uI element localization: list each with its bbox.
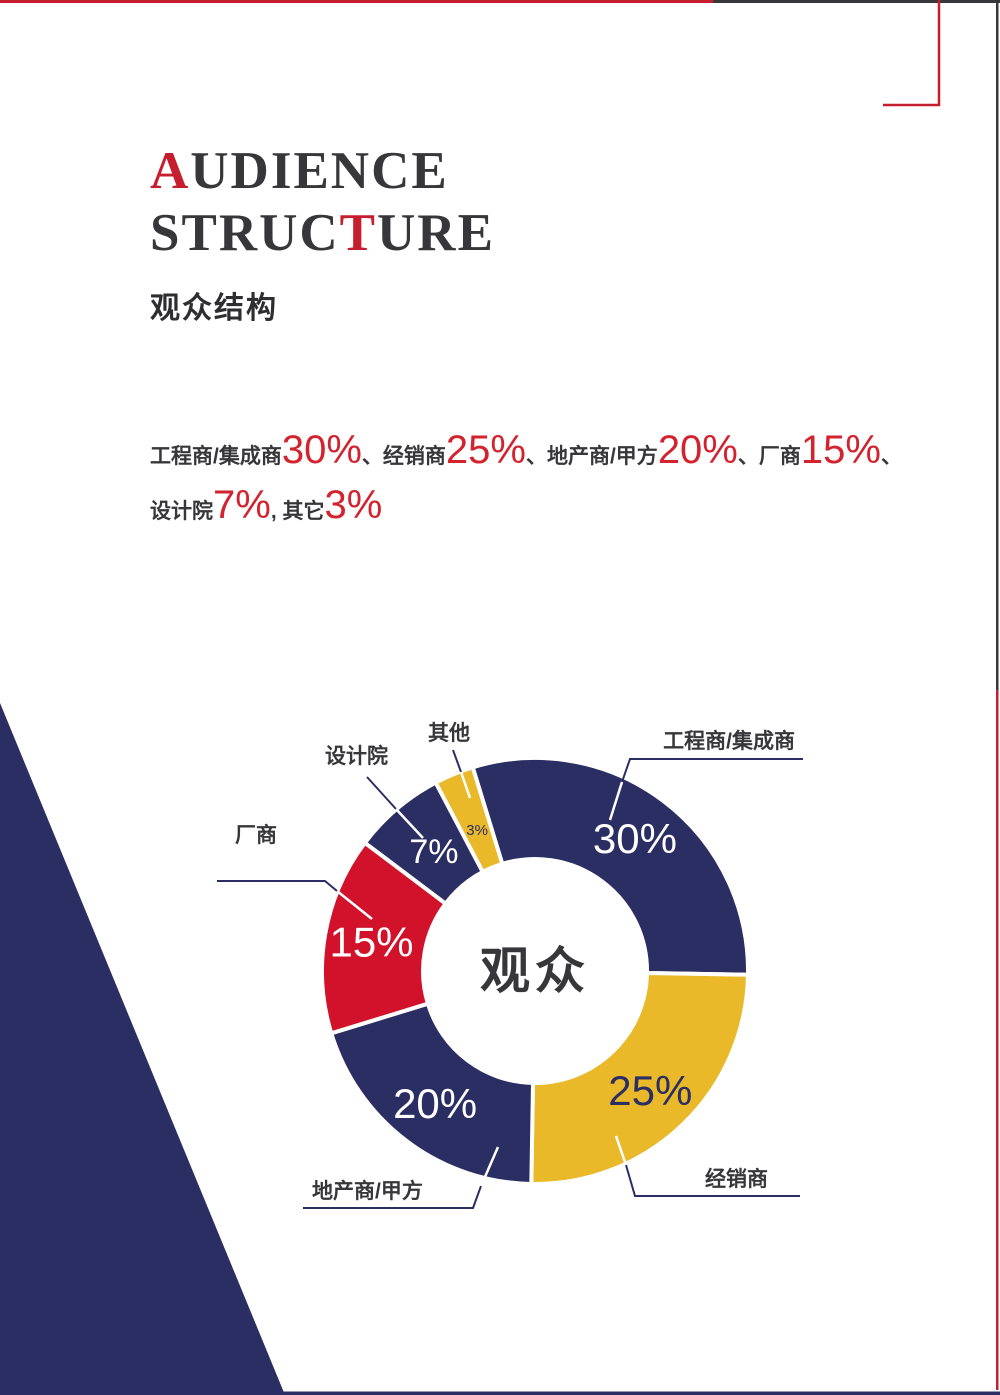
summary-segment: 、地产商/甲方: [525, 445, 658, 468]
title-segment: A: [150, 142, 191, 200]
summary-percent: 3%: [324, 483, 383, 527]
title-segment: T: [339, 204, 378, 262]
title-segment: URE: [377, 204, 495, 262]
summary-paragraph: 工程商/集成商30%、经销商25%、地产商/甲方20%、厂商15%、 设计院7%,…: [150, 426, 902, 536]
summary-percent: 30%: [281, 428, 362, 472]
summary-line: 设计院7%, 其它3%: [150, 481, 870, 536]
summary-segment: 工程商/集成商: [150, 445, 282, 468]
summary-segment: , 其它: [270, 500, 325, 523]
summary-percent: 7%: [213, 483, 271, 527]
title-segment: STRUC: [150, 204, 340, 262]
page-title: AUDIENCE STRUCTURE: [150, 140, 495, 264]
title-segment: UDIENCE: [190, 142, 449, 200]
summary-segment: 、厂商: [737, 445, 801, 468]
summary-segment: 、: [880, 445, 902, 468]
title-line: STRUCTURE: [150, 202, 495, 264]
summary-percent: 25%: [445, 428, 526, 472]
page-subtitle: 观众结构: [150, 292, 278, 325]
summary-percent: 20%: [657, 428, 738, 472]
summary-segment: 设计院: [150, 500, 213, 523]
summary-line: 工程商/集成商30%、经销商25%、地产商/甲方20%、厂商15%、: [150, 426, 902, 481]
title-line: AUDIENCE: [150, 140, 495, 202]
summary-percent: 15%: [800, 428, 881, 472]
summary-segment: 、经销商: [361, 445, 446, 468]
